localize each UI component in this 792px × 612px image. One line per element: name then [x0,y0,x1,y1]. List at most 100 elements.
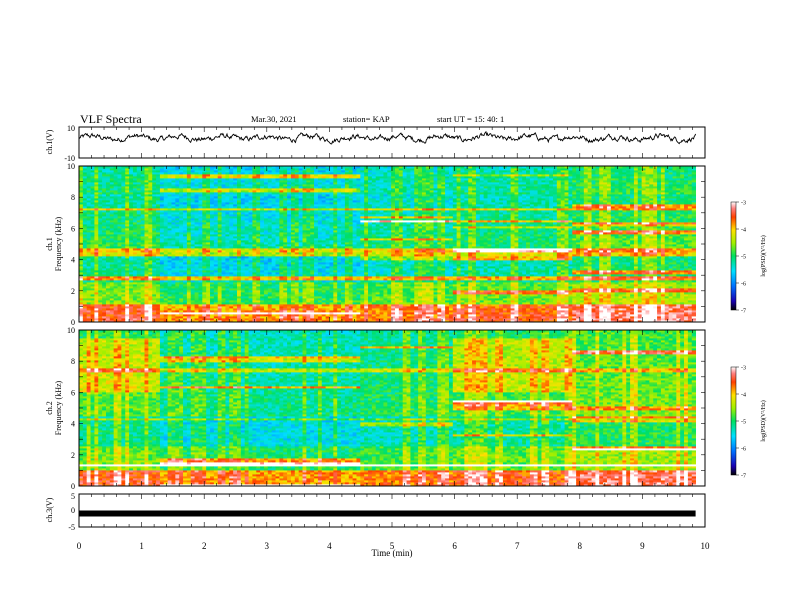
spectrogram-cell [256,280,261,283]
spectrogram-cell [148,244,153,247]
spectrogram-cell [310,232,315,235]
spectrogram-cell [121,182,126,185]
spectrogram-cell [252,274,257,277]
spectrogram-cell [156,290,161,293]
spectrogram-cell [275,166,280,169]
spectrogram-cell [306,218,311,221]
spectrogram-cell [271,288,276,291]
spectrogram-cell [221,174,226,177]
spectrogram-cell [198,296,203,299]
spectrogram-cell [260,260,265,263]
spectrogram-cell [306,258,311,261]
spectrogram-cell [183,226,188,229]
spectrogram-cell [98,194,103,197]
spectrogram-cell [190,208,196,211]
spectrogram-cell [159,254,165,257]
spectrogram-cell [217,216,222,219]
spectrogram-cell [186,304,192,307]
spectrogram-cell [287,214,292,217]
spectrogram-cell [237,306,242,309]
spectrogram-cell [125,280,130,283]
spectrogram-cell [314,166,319,169]
spectrogram-cell [267,196,273,199]
spectrogram-cell [314,232,319,235]
spectrogram-cell [190,246,196,249]
spectrogram-cell [279,212,284,215]
spectrogram-cell [317,242,323,245]
spectrogram-cell [275,290,280,293]
spectrogram-cell [98,300,103,303]
spectrogram-cell [275,296,280,299]
spectrogram-cell [109,258,115,261]
spectrogram-cell [140,300,145,303]
spectrogram-cell [290,272,296,275]
spectrogram-cell [240,282,246,285]
spectrogram-cell [240,248,246,251]
spectrogram-cell [79,252,84,255]
spectrogram-cell [163,246,169,249]
spectrogram-cell [248,288,253,291]
spectrogram-cell [294,194,300,197]
spectrogram-cell [279,210,284,213]
spectrogram-cell [240,216,246,219]
spectrogram-cell [275,262,280,265]
spectrogram-cell [152,260,157,263]
spectrogram-cell [171,236,176,239]
spectrogram-cell [113,316,118,319]
spectrogram-cell [86,250,91,253]
spectrogram-cell [140,216,145,219]
spectrogram-cell [79,292,84,295]
spectrogram-cell [171,206,176,209]
spectrogram-cell [86,224,91,227]
spectrogram-cell [82,278,88,281]
spectrogram-cell [213,180,219,183]
spectrogram-cell [202,280,207,283]
spectrogram-cell [229,174,234,177]
spectrogram-cell [229,304,234,307]
spectrogram-cell [217,232,222,235]
spectrogram-cell [105,236,111,239]
spectrogram-cell [267,178,273,181]
spectrogram-cell [290,294,296,297]
spectrogram-cell [94,282,99,285]
spectrogram-cell [171,300,176,303]
spectrogram-cell [314,300,319,303]
spectrogram-cell [256,212,261,215]
spectrogram-cell [252,176,257,179]
spectrogram-cell [113,300,118,303]
spectrogram-cell [94,184,99,187]
spectrogram-cell [156,174,161,177]
spectrogram-cell [317,286,323,289]
spectrogram-cell [82,200,88,203]
spectrogram-cell [167,276,172,279]
spectrogram-cell [294,218,300,221]
spectrogram-cell [129,274,134,277]
spectrogram-cell [105,182,111,185]
spectrogram-cell [229,274,234,277]
spectrogram-cell [198,172,203,175]
spectrogram-cell [179,170,184,173]
spectrogram-cell [102,292,107,295]
spectrogram-cell [190,188,196,191]
spectrogram-cell [267,222,273,225]
spectrogram-cell [152,290,157,293]
spectrogram-cell [105,196,111,199]
spectrogram-cell [248,286,253,289]
spectrogram-cell [159,302,165,305]
spectrogram-cell [287,318,292,321]
spectrogram-cell [194,232,199,235]
spectrogram-cell [98,182,103,185]
spectrogram-cell [271,270,276,273]
spectrogram-cell [271,268,276,271]
spectrogram-cell [148,216,153,219]
spectrogram-cell [263,206,269,209]
spectrogram-cell [156,306,161,309]
spectrogram-cell [186,218,192,221]
spectrogram-cell [206,246,211,249]
spectrogram-cell [210,194,215,197]
spectrogram-cell [317,310,323,313]
spectrogram-cell [167,198,172,201]
spectrogram-cell [248,170,253,173]
spectrogram-cell [152,170,157,173]
spectrogram-cell [109,292,115,295]
